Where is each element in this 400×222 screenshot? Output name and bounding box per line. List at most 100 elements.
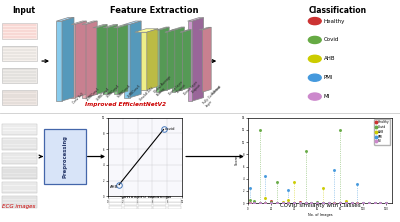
Polygon shape [172,30,175,92]
Polygon shape [62,18,74,101]
Polygon shape [165,32,167,90]
Text: Conv 3x3: Conv 3x3 [72,92,85,105]
FancyBboxPatch shape [138,198,152,202]
Polygon shape [93,25,107,28]
Text: Improved EfficientNetV2: Improved EfficientNetV2 [86,102,166,107]
FancyBboxPatch shape [124,198,137,202]
FancyBboxPatch shape [2,182,37,193]
Text: Dropout: Dropout [176,83,187,94]
Text: 5xMBConv4: 5xMBConv4 [116,83,132,98]
Polygon shape [135,29,158,32]
Polygon shape [165,30,176,32]
Text: Preprocessing: Preprocessing [62,135,68,178]
Text: covid: covid [165,127,176,131]
FancyBboxPatch shape [138,206,152,209]
Polygon shape [199,30,202,92]
Text: PMI: PMI [324,75,333,80]
Polygon shape [135,32,147,90]
Polygon shape [75,21,86,98]
Text: Global Average
Pooling: Global Average Pooling [153,75,175,97]
FancyBboxPatch shape [2,68,37,83]
Polygon shape [192,18,204,101]
FancyBboxPatch shape [44,129,86,184]
Circle shape [308,93,321,100]
Polygon shape [167,30,176,90]
FancyBboxPatch shape [2,138,37,150]
Text: 7xMBConv6: 7xMBConv6 [127,83,142,98]
Polygon shape [124,21,141,24]
Text: Fully Connected
Layer: Fully Connected Layer [202,85,225,108]
Text: Covid: Covid [324,38,339,42]
Text: AHB: AHB [110,185,118,189]
FancyBboxPatch shape [2,90,37,105]
Text: Feature Extraction: Feature Extraction [110,6,198,15]
FancyBboxPatch shape [138,202,152,205]
Polygon shape [103,25,118,28]
Text: Softmax: Softmax [210,84,222,96]
Polygon shape [124,24,130,98]
Text: Similarity Measure: Similarity Measure [120,195,171,200]
Polygon shape [86,21,97,98]
Polygon shape [175,27,184,92]
Polygon shape [147,29,158,90]
Text: ECG images: ECG images [2,204,36,209]
Polygon shape [93,28,97,94]
FancyBboxPatch shape [168,202,181,205]
Polygon shape [202,27,211,92]
FancyBboxPatch shape [153,198,166,202]
FancyBboxPatch shape [124,202,137,205]
Polygon shape [199,27,211,30]
Polygon shape [130,21,141,98]
FancyBboxPatch shape [2,23,37,39]
Polygon shape [103,28,107,94]
FancyBboxPatch shape [168,206,181,209]
Circle shape [308,74,321,81]
Polygon shape [180,32,182,90]
Text: Healthy: Healthy [324,19,345,24]
Circle shape [308,18,321,25]
Polygon shape [172,27,184,30]
Circle shape [308,55,321,62]
Polygon shape [82,24,86,98]
Legend: Healthy, Covid, AHB, PMI, MI: Healthy, Covid, AHB, PMI, MI [374,119,390,145]
FancyBboxPatch shape [2,46,37,61]
Polygon shape [156,30,160,92]
Polygon shape [188,18,204,21]
Polygon shape [71,24,75,98]
FancyBboxPatch shape [2,196,37,208]
Polygon shape [160,27,169,92]
Y-axis label: Score: Score [235,155,239,165]
Text: AHB: AHB [324,56,335,61]
Polygon shape [56,21,62,101]
Text: Dense layer: Dense layer [168,80,184,96]
FancyBboxPatch shape [153,206,166,209]
Polygon shape [180,30,191,32]
FancyBboxPatch shape [109,202,122,205]
FancyBboxPatch shape [2,153,37,164]
Polygon shape [188,21,192,101]
FancyBboxPatch shape [109,198,122,202]
FancyBboxPatch shape [168,198,181,202]
Circle shape [308,36,321,44]
Polygon shape [56,18,74,21]
FancyBboxPatch shape [109,206,122,209]
Polygon shape [71,21,86,24]
Text: 3xMBConv4: 3xMBConv4 [106,83,121,98]
Text: Conv2d(1x1): Conv2d(1x1) [139,85,155,102]
Polygon shape [114,25,128,28]
X-axis label: No. of Images: No. of Images [308,213,332,217]
Text: Classification: Classification [309,6,367,15]
Text: Input: Input [12,6,36,15]
Text: Dense layer: Dense layer [184,80,199,96]
Text: 2xMBConv1: 2xMBConv1 [85,87,100,102]
FancyBboxPatch shape [124,206,137,209]
Polygon shape [82,21,97,24]
Polygon shape [182,30,191,90]
FancyBboxPatch shape [153,202,166,205]
FancyBboxPatch shape [2,167,37,179]
FancyBboxPatch shape [2,124,37,135]
Text: COVID similarity with Classes: COVID similarity with Classes [280,202,360,208]
Polygon shape [118,25,128,94]
Text: Dropout: Dropout [191,83,202,94]
Text: 3xMBConv4: 3xMBConv4 [96,87,111,102]
